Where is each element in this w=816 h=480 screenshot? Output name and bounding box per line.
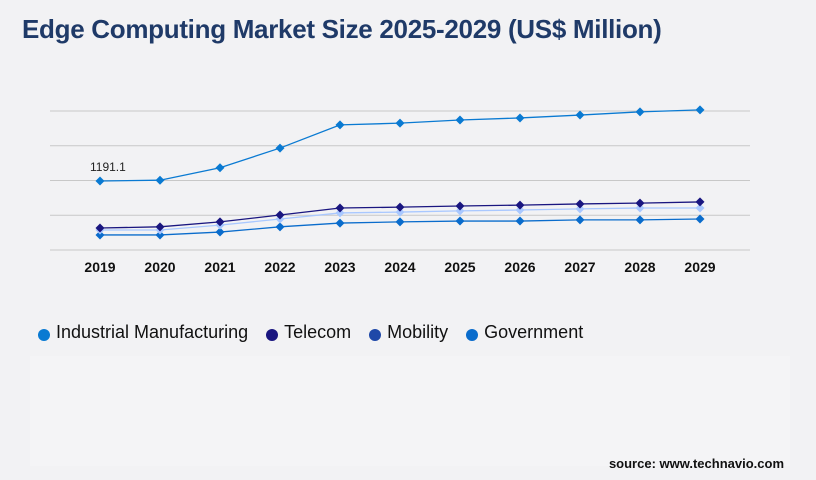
legend-item: Industrial Manufacturing: [38, 322, 248, 343]
data-point: [455, 206, 465, 216]
data-point: [395, 207, 405, 217]
data-point: [275, 222, 285, 232]
legend-item: Mobility: [369, 322, 448, 343]
data-point: [575, 199, 585, 209]
data-point: [155, 222, 165, 232]
data-point: [695, 214, 705, 224]
data-point: [95, 176, 105, 186]
legend: Industrial Manufacturing Telecom Mobility G…: [38, 322, 583, 343]
legend-marker-icon: [38, 328, 50, 341]
x-tick-label: 2025: [444, 259, 475, 275]
data-point: [335, 218, 345, 228]
x-tick-label: 2028: [624, 259, 655, 275]
source-text: source: www.technavio.com: [608, 456, 784, 471]
legend-item: Telecom: [266, 322, 351, 343]
data-point: [275, 210, 285, 220]
data-point: [515, 216, 525, 226]
data-point: [695, 105, 705, 115]
data-point: [455, 201, 465, 211]
data-point: [335, 120, 345, 130]
data-point: [515, 205, 525, 215]
data-point: [215, 217, 225, 227]
data-point: [335, 208, 345, 218]
data-point: [275, 143, 285, 153]
x-tick-label: 2019: [84, 259, 115, 275]
data-point: [335, 203, 345, 213]
data-point: [635, 198, 645, 208]
x-tick-label: 2021: [204, 259, 235, 275]
data-point: [515, 113, 525, 123]
data-point: [395, 217, 405, 227]
data-point: [95, 223, 105, 233]
legend-label: Industrial Manufacturing: [56, 322, 249, 342]
data-point: [575, 204, 585, 214]
x-tick-label: 2026: [504, 259, 535, 275]
data-point: [695, 197, 705, 207]
legend-item: Government: [466, 322, 583, 343]
data-point: [515, 200, 525, 210]
data-point: [635, 203, 645, 213]
x-tick-label: 2020: [144, 259, 175, 275]
x-tick-label: 2022: [264, 259, 295, 275]
x-tick-label: 2029: [684, 259, 715, 275]
data-point: [395, 118, 405, 128]
data-point: [95, 230, 105, 240]
data-point: [575, 215, 585, 225]
x-tick-label: 2023: [324, 259, 355, 275]
data-label: 1191.1: [90, 160, 126, 174]
data-point: [635, 215, 645, 225]
legend-label: Mobility: [387, 322, 449, 342]
legend-marker-icon: [466, 328, 479, 341]
chart-title: Edge Computing Market Size 2025-2029 (US…: [22, 14, 662, 44]
x-tick-label: 2024: [384, 259, 415, 275]
data-point: [455, 115, 465, 125]
data-point: [635, 107, 645, 117]
data-point: [155, 175, 165, 185]
data-point: [455, 216, 465, 226]
data-point: [155, 230, 165, 240]
legend-marker-icon: [266, 328, 279, 341]
data-point: [395, 202, 405, 212]
legend-label: Telecom: [284, 322, 352, 342]
data-point: [215, 163, 225, 173]
legend-label: Government: [484, 322, 584, 342]
x-tick-label: 2027: [564, 259, 595, 275]
data-point: [575, 110, 585, 120]
legend-marker-icon: [369, 328, 382, 341]
data-point: [695, 203, 705, 213]
data-point: [215, 227, 225, 237]
legend-panel: [30, 356, 790, 466]
